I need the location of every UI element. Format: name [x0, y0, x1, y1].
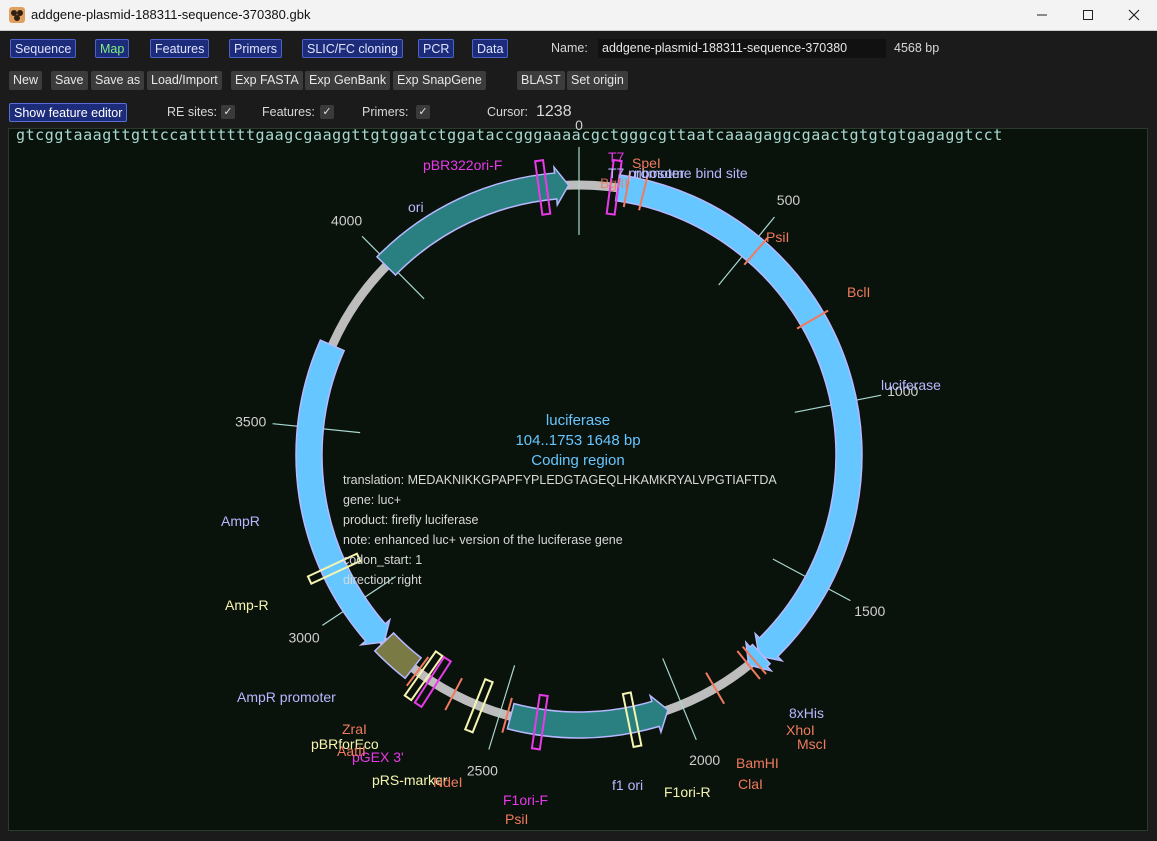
app-icon: [9, 7, 25, 23]
features-label: Features:: [262, 105, 315, 119]
cursor-value: 1238: [536, 103, 572, 120]
plasmid-map-canvas[interactable]: [8, 128, 1148, 831]
title-bar: addgene-plasmid-188311-sequence-370380.g…: [0, 0, 1157, 31]
load-import-button[interactable]: Load/Import: [147, 71, 222, 90]
re-sites-checkbox[interactable]: ✓: [221, 105, 235, 119]
sequence-strip: gtcggtaaagttgttccatttttttgaagcgaaggttgtg…: [16, 126, 1003, 144]
close-icon: [1128, 9, 1140, 21]
sequence-length: 4568 bp: [894, 41, 940, 55]
name-field[interactable]: addgene-plasmid-188311-sequence-370380: [598, 39, 886, 58]
save-button[interactable]: Save: [51, 71, 88, 90]
export-snapgene-button[interactable]: Exp SnapGene: [393, 71, 486, 90]
blast-button[interactable]: BLAST: [517, 71, 565, 90]
maximize-icon: [1083, 10, 1093, 20]
close-button[interactable]: [1111, 0, 1157, 30]
export-fasta-button[interactable]: Exp FASTA: [231, 71, 303, 90]
save-as-button[interactable]: Save as: [91, 71, 145, 90]
primers-label: Primers:: [362, 105, 409, 119]
tab-data[interactable]: Data: [472, 39, 509, 58]
show-feature-editor-button[interactable]: Show feature editor: [9, 103, 128, 122]
minimize-icon: [1037, 14, 1047, 16]
primers-checkbox[interactable]: ✓: [416, 105, 430, 119]
tab-map[interactable]: Map: [95, 39, 130, 58]
window-title: addgene-plasmid-188311-sequence-370380.g…: [31, 7, 311, 22]
tab-slic-fc-cloning[interactable]: SLIC/FC cloning: [302, 39, 404, 58]
name-label: Name:: [551, 41, 588, 55]
cursor-label: Cursor:: [487, 105, 528, 119]
tab-pcr[interactable]: PCR: [418, 39, 455, 58]
tab-primers[interactable]: Primers: [229, 39, 283, 58]
features-checkbox[interactable]: ✓: [320, 105, 334, 119]
set-origin-button[interactable]: Set origin: [567, 71, 628, 90]
maximize-button[interactable]: [1065, 0, 1111, 30]
minimize-button[interactable]: [1019, 0, 1065, 30]
new-button[interactable]: New: [9, 71, 43, 90]
export-genbank-button[interactable]: Exp GenBank: [305, 71, 391, 90]
re-sites-label: RE sites:: [167, 105, 218, 119]
tab-features[interactable]: Features: [150, 39, 210, 58]
tab-sequence[interactable]: Sequence: [10, 39, 77, 58]
